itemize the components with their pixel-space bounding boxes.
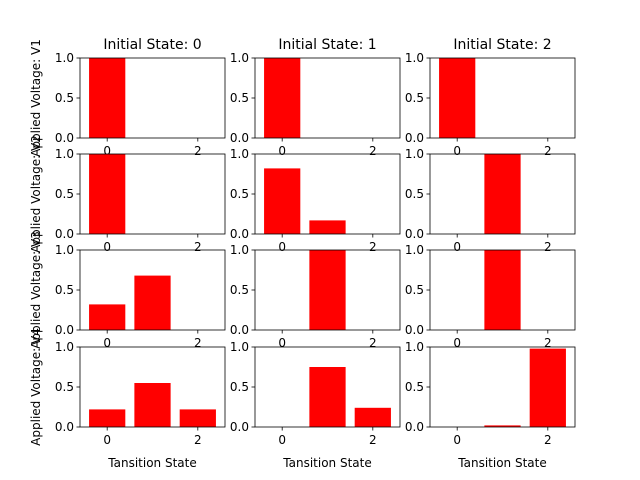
ytick-label-r2-c1-0: 0.0 (230, 323, 249, 337)
ytick-label-r3-c1-0: 0.0 (230, 420, 249, 434)
ytick-label-r2-c0-0: 0.0 (55, 323, 74, 337)
ytick-label-r1-c0-0: 0.0 (55, 227, 74, 241)
bar-r3-c2-1 (484, 425, 521, 427)
ytick-label-r2-c2-2: 1.0 (405, 243, 424, 257)
ytick-label-r1-c1-0: 0.0 (230, 227, 249, 241)
bar-r3-c0-0 (89, 409, 126, 427)
xtick-label-r2-c1-1: 2 (369, 336, 377, 350)
ytick-label-r3-c0-1: 0.5 (55, 380, 74, 394)
ytick-label-r1-c2-1: 0.5 (405, 187, 424, 201)
ytick-label-r0-c1-1: 0.5 (230, 91, 249, 105)
ytick-label-r1-c2-0: 0.0 (405, 227, 424, 241)
ytick-label-r3-c0-0: 0.0 (55, 420, 74, 434)
bar-r2-c0-1 (134, 275, 171, 330)
ytick-label-r2-c0-1: 0.5 (55, 283, 74, 297)
xtick-label-r0-c2-1: 2 (544, 144, 552, 158)
xtick-label-r1-c0-1: 2 (194, 240, 202, 254)
ytick-label-r3-c2-2: 1.0 (405, 340, 424, 354)
ytick-label-r0-c1-0: 0.0 (230, 131, 249, 145)
bar-r2-c0-0 (89, 304, 126, 330)
xtick-label-r1-c0-0: 0 (103, 240, 111, 254)
xtick-label-r3-c0-1: 2 (194, 433, 202, 447)
ytick-label-r0-c2-2: 1.0 (405, 51, 424, 65)
xtick-label-r3-c0-0: 0 (103, 433, 111, 447)
xtick-label-r1-c2-0: 0 (453, 240, 461, 254)
col-title-1: Initial State: 1 (278, 37, 376, 53)
ytick-label-r1-c1-2: 1.0 (230, 147, 249, 161)
xtick-label-r2-c2-1: 2 (544, 336, 552, 350)
ytick-label-r0-c2-0: 0.0 (405, 131, 424, 145)
ytick-label-r1-c1-1: 0.5 (230, 187, 249, 201)
xtick-label-r0-c0-1: 2 (194, 144, 202, 158)
row-ylabel-0: Applied Voltage: V1 (29, 39, 43, 157)
xtick-label-r2-c1-0: 0 (278, 336, 286, 350)
col-title-0: Initial State: 0 (103, 37, 201, 53)
ytick-label-r3-c1-2: 1.0 (230, 340, 249, 354)
bar-r0-c2-0 (439, 58, 476, 138)
ytick-label-r1-c0-2: 1.0 (55, 147, 74, 161)
row-ylabel-3: Applied Voltage: V4 (29, 328, 43, 446)
xtick-label-r0-c0-0: 0 (103, 144, 111, 158)
ytick-label-r1-c2-2: 1.0 (405, 147, 424, 161)
bar-r3-c0-2 (179, 409, 216, 427)
xtick-label-r1-c1-0: 0 (278, 240, 286, 254)
xlabel-0: Tansition State (107, 456, 196, 470)
xtick-label-r1-c1-1: 2 (369, 240, 377, 254)
ytick-label-r0-c0-1: 0.5 (55, 91, 74, 105)
xlabel-2: Tansition State (457, 456, 546, 470)
col-title-2: Initial State: 2 (453, 37, 551, 53)
bar-r3-c0-1 (134, 383, 171, 427)
xlabel-1: Tansition State (282, 456, 371, 470)
xtick-label-r3-c1-1: 2 (369, 433, 377, 447)
ytick-label-r2-c2-1: 0.5 (405, 283, 424, 297)
bar-r3-c2-2 (529, 348, 566, 427)
ytick-label-r1-c0-1: 0.5 (55, 187, 74, 201)
xtick-label-r2-c2-0: 0 (453, 336, 461, 350)
ytick-label-r3-c2-0: 0.0 (405, 420, 424, 434)
ytick-label-r0-c0-0: 0.0 (55, 131, 74, 145)
xtick-label-r0-c2-0: 0 (453, 144, 461, 158)
bar-r1-c1-1 (309, 220, 346, 234)
ytick-label-r0-c1-2: 1.0 (230, 51, 249, 65)
row-ylabel-2: Applied Voltage: V3 (29, 231, 43, 349)
xtick-label-r1-c2-1: 2 (544, 240, 552, 254)
ytick-label-r2-c1-2: 1.0 (230, 243, 249, 257)
bar-r2-c2-1 (484, 250, 521, 330)
ytick-label-r3-c1-1: 0.5 (230, 380, 249, 394)
ytick-label-r3-c0-2: 1.0 (55, 340, 74, 354)
bar-r0-c1-0 (264, 58, 301, 138)
bar-r2-c1-1 (309, 250, 346, 330)
ytick-label-r2-c0-2: 1.0 (55, 243, 74, 257)
xtick-label-r2-c0-0: 0 (103, 336, 111, 350)
ytick-label-r2-c2-0: 0.0 (405, 323, 424, 337)
bar-r3-c1-2 (354, 407, 391, 427)
bar-r0-c0-0 (89, 58, 126, 138)
xtick-label-r0-c1-1: 2 (369, 144, 377, 158)
bar-r3-c1-1 (309, 367, 346, 427)
row-ylabel-1: Applied Voltage: V2 (29, 135, 43, 253)
xtick-label-r3-c2-0: 0 (453, 433, 461, 447)
ytick-label-r3-c2-1: 0.5 (405, 380, 424, 394)
ytick-label-r2-c1-1: 0.5 (230, 283, 249, 297)
bar-r1-c2-1 (484, 154, 521, 234)
xtick-label-r3-c2-1: 2 (544, 433, 552, 447)
bar-r1-c0-0 (89, 154, 126, 234)
xtick-label-r3-c1-0: 0 (278, 433, 286, 447)
ytick-label-r0-c0-2: 1.0 (55, 51, 74, 65)
bar-r1-c1-0 (264, 168, 301, 234)
xtick-label-r2-c0-1: 2 (194, 336, 202, 350)
xtick-label-r0-c1-0: 0 (278, 144, 286, 158)
ytick-label-r0-c2-1: 0.5 (405, 91, 424, 105)
